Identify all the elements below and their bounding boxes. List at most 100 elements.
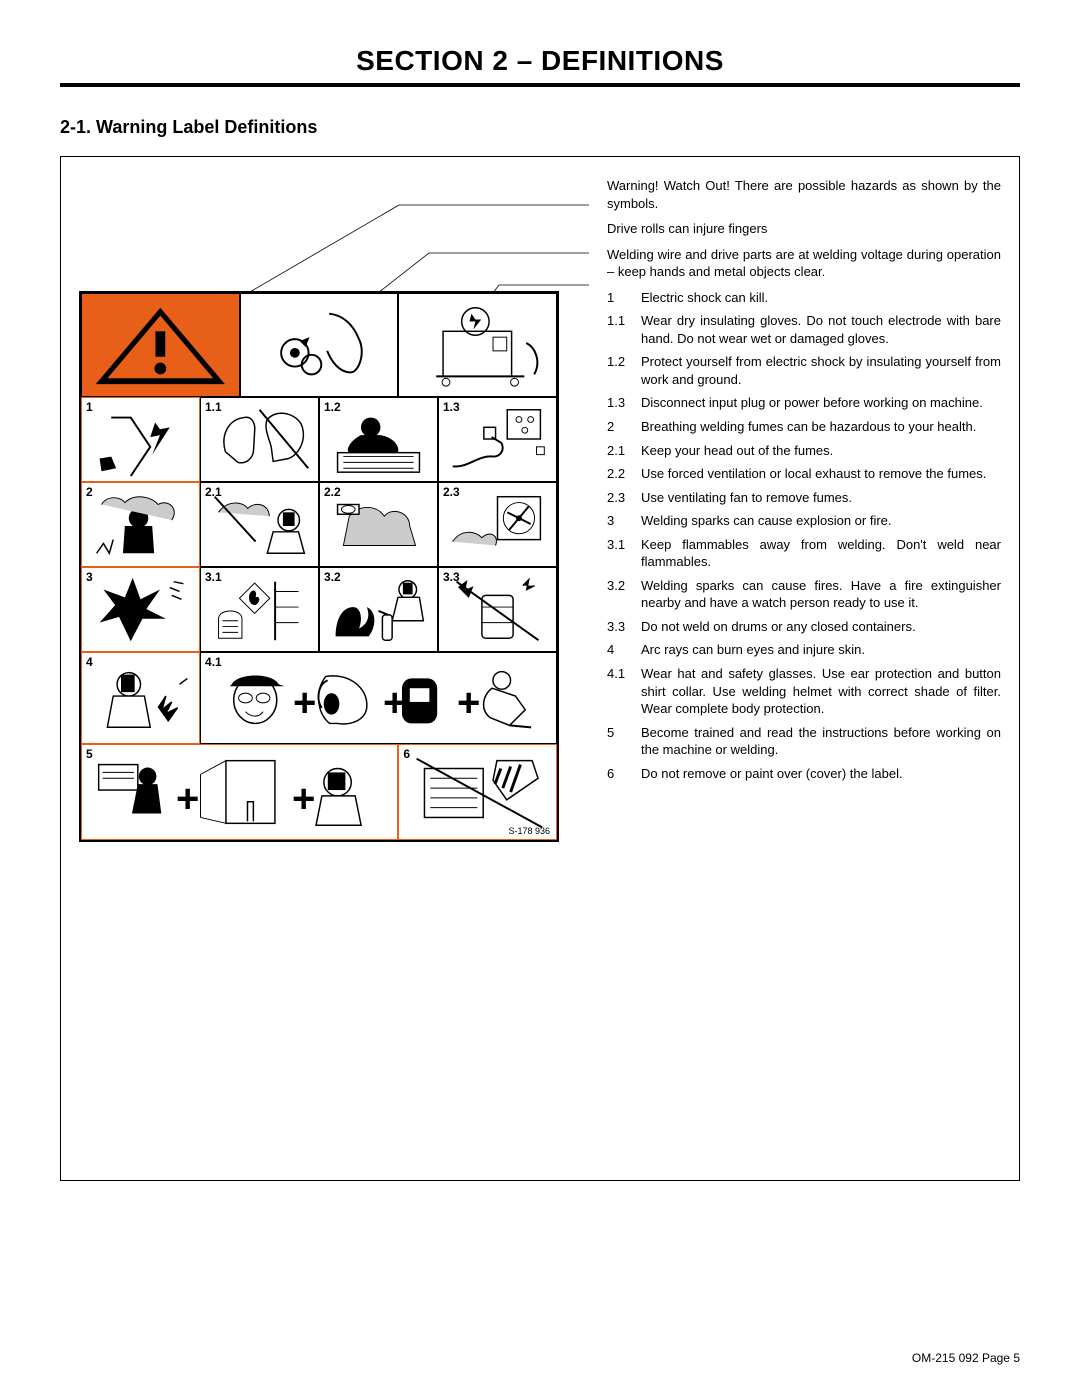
cell-num: 2.2 xyxy=(324,485,341,499)
warning-triangle-cell xyxy=(81,293,240,397)
def-number: 2 xyxy=(607,418,633,436)
cell-num: 1.1 xyxy=(205,400,222,414)
def-text: Welding sparks can cause explosion or fi… xyxy=(641,512,1001,530)
welding-machine-icon xyxy=(399,294,556,396)
cell-2-1: 2.1 xyxy=(200,482,319,567)
def-text: Keep flammables away from welding. Don't… xyxy=(641,536,1001,571)
ppe-icon xyxy=(201,653,556,743)
section-title: SECTION 2 – DEFINITIONS xyxy=(60,45,1020,87)
def-item: 3.2Welding sparks can cause fires. Have … xyxy=(607,577,1001,612)
cell-num: 2.1 xyxy=(205,485,222,499)
cell-3: 3 xyxy=(81,567,200,652)
cell-2: 2 xyxy=(81,482,200,567)
plus-icon: + xyxy=(176,779,199,819)
cell-4-1: 4.1 xyxy=(200,652,557,744)
def-number: 1.1 xyxy=(607,312,633,347)
def-list: 1 Electric shock can kill. 1.1 Wear dry ins… xyxy=(607,289,1001,783)
def-text: Use forced ventilation or local exhaust … xyxy=(641,465,1001,483)
def-number: 2.3 xyxy=(607,489,633,507)
cell-1-2: 1.2 xyxy=(319,397,438,482)
warning-triangle-icon xyxy=(82,294,239,396)
cell-6: 6 S-178 936 xyxy=(398,744,557,840)
cell-3-3: 3.3 xyxy=(438,567,557,652)
cell-num: 1.2 xyxy=(324,400,341,414)
cell-num: 2 xyxy=(86,485,93,499)
callout-drive-rolls: Drive rolls can injure fingers xyxy=(607,220,1001,238)
def-item: 1 Electric shock can kill. xyxy=(607,289,1001,307)
callout-warning: Warning! Watch Out! There are possible h… xyxy=(607,177,1001,212)
def-item: 1.2 Protect yourself from electric shock … xyxy=(607,353,1001,388)
arc-rays-icon xyxy=(82,653,199,743)
def-item: 5Become trained and read the instruction… xyxy=(607,724,1001,759)
def-number: 3 xyxy=(607,512,633,530)
cell-num: 3.2 xyxy=(324,570,341,584)
cell-5: 5 xyxy=(81,744,398,840)
def-number: 1 xyxy=(607,289,633,307)
def-text: Protect yourself from electric shock by … xyxy=(641,353,1001,388)
drive-roll-hazard-cell xyxy=(240,293,399,397)
def-number: 3.2 xyxy=(607,577,633,612)
def-text: Do not remove or paint over (cover) the … xyxy=(641,765,1001,783)
subsection-title: 2-1. Warning Label Definitions xyxy=(60,117,1020,138)
cell-num: 1.3 xyxy=(443,400,460,414)
cell-num: 2.3 xyxy=(443,485,460,499)
warning-label-grid: 1 1.1 1.2 xyxy=(79,291,559,842)
def-text: Electric shock can kill. xyxy=(641,289,1001,307)
cell-3-1: 3.1 xyxy=(200,567,319,652)
cell-1-1: 1.1 xyxy=(200,397,319,482)
cell-num: 3 xyxy=(86,570,93,584)
do-not-paint-label-icon xyxy=(399,745,556,839)
content-box: 1 1.1 1.2 xyxy=(60,156,1020,1181)
def-number: 4 xyxy=(607,641,633,659)
def-number: 6 xyxy=(607,765,633,783)
def-number: 5 xyxy=(607,724,633,759)
fumes-hazard-icon xyxy=(82,483,199,566)
cell-3-2: 3.2 xyxy=(319,567,438,652)
cell-num: 1 xyxy=(86,400,93,414)
cell-2-3: 2.3 xyxy=(438,482,557,567)
page-footer: OM-215 092 Page 5 xyxy=(912,1351,1020,1365)
def-text: Wear hat and safety glasses. Use ear pro… xyxy=(641,665,1001,718)
def-number: 1.2 xyxy=(607,353,633,388)
def-text: Disconnect input plug or power before wo… xyxy=(641,394,1001,412)
def-item: 2Breathing welding fumes can be hazardou… xyxy=(607,418,1001,436)
read-manual-icon xyxy=(82,745,397,839)
plus-icon: + xyxy=(457,683,480,723)
cell-4: 4 xyxy=(81,652,200,744)
welding-voltage-cell xyxy=(398,293,557,397)
plus-icon: + xyxy=(383,683,406,723)
plus-icon: + xyxy=(293,683,316,723)
callout-voltage: Welding wire and drive parts are at weld… xyxy=(607,246,1001,281)
def-item: 3.3 Do not weld on drums or any closed co… xyxy=(607,618,1001,636)
def-text: Do not weld on drums or any closed conta… xyxy=(641,618,1001,636)
electric-shock-icon xyxy=(82,398,199,481)
def-text: Become trained and read the instructions… xyxy=(641,724,1001,759)
def-number: 3.3 xyxy=(607,618,633,636)
cell-1-3: 1.3 xyxy=(438,397,557,482)
def-text: Wear dry insulating gloves. Do not touch… xyxy=(641,312,1001,347)
drive-roll-icon xyxy=(241,294,398,396)
cell-num: 3.3 xyxy=(443,570,460,584)
def-number: 2.1 xyxy=(607,442,633,460)
def-number: 4.1 xyxy=(607,665,633,718)
def-item: 1.3 Disconnect input plug or power before… xyxy=(607,394,1001,412)
cell-num: 4.1 xyxy=(205,655,222,669)
figure-column: 1 1.1 1.2 xyxy=(79,175,589,1162)
def-item: 1.1 Wear dry insulating gloves. Do not to… xyxy=(607,312,1001,347)
cell-num: 3.1 xyxy=(205,570,222,584)
explosion-icon xyxy=(82,568,199,651)
def-item: 6 Do not remove or paint over (cover) the… xyxy=(607,765,1001,783)
def-item: 2.3 Use ventilating fan to remove fumes. xyxy=(607,489,1001,507)
def-text: Keep your head out of the fumes. xyxy=(641,442,1001,460)
cell-1: 1 xyxy=(81,397,200,482)
def-number: 2.2 xyxy=(607,465,633,483)
def-text: Use ventilating fan to remove fumes. xyxy=(641,489,1001,507)
def-number: 1.3 xyxy=(607,394,633,412)
def-item: 2.2 Use forced ventilation or local exhau… xyxy=(607,465,1001,483)
cell-num: 6 xyxy=(403,747,410,761)
def-item: 3 Welding sparks can cause explosion or f… xyxy=(607,512,1001,530)
cell-num: 5 xyxy=(86,747,93,761)
def-number: 3.1 xyxy=(607,536,633,571)
def-item: 4Arc rays can burn eyes and injure skin. xyxy=(607,641,1001,659)
cell-num: 4 xyxy=(86,655,93,669)
